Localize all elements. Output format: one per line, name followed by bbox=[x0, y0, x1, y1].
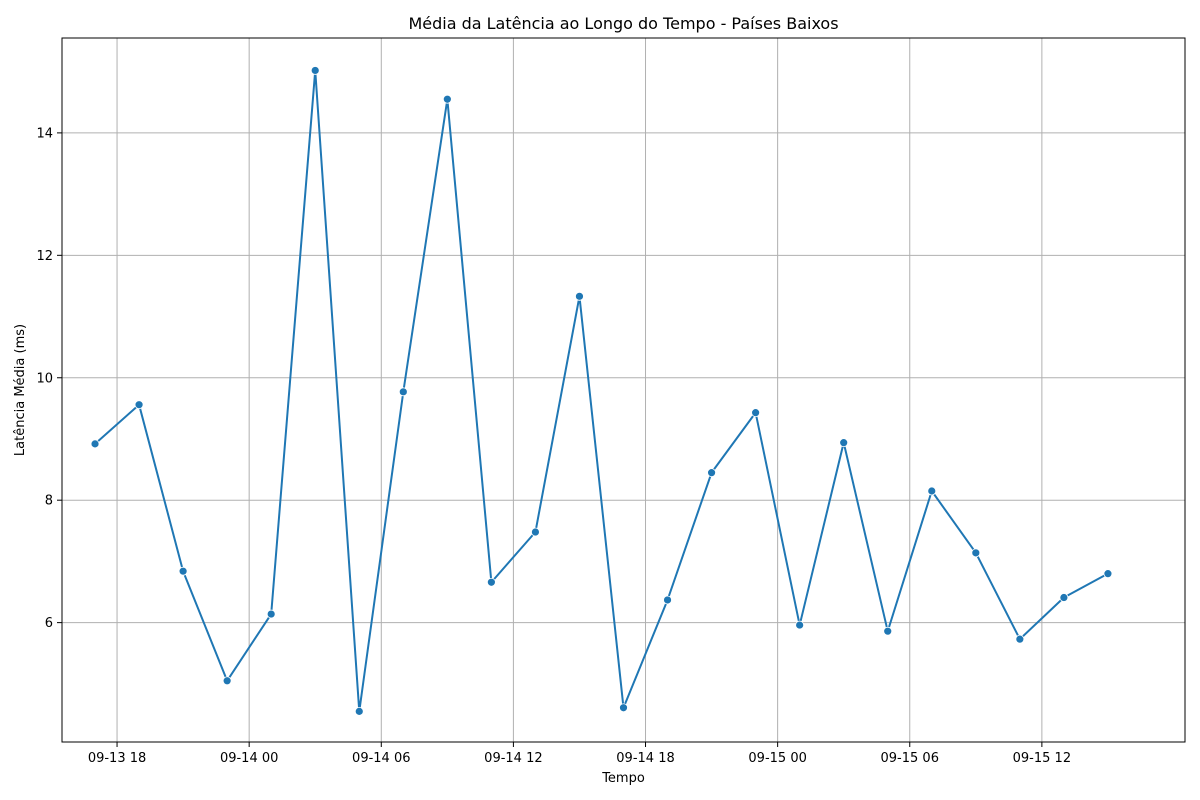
plot-area-frame bbox=[61, 37, 1186, 743]
data-point bbox=[398, 387, 408, 397]
data-point bbox=[663, 595, 672, 605]
y-axis: 6 8 10 12 14 bbox=[36, 126, 62, 631]
x-tick-label: 09-15 00 bbox=[748, 751, 806, 766]
x-tick-label: 09-15 06 bbox=[881, 751, 939, 766]
data-point bbox=[927, 486, 937, 496]
data-point bbox=[1103, 569, 1113, 579]
data-point bbox=[134, 400, 144, 410]
x-tick-label: 09-13 18 bbox=[88, 751, 146, 766]
y-tick-label: 12 bbox=[36, 249, 53, 264]
series-line bbox=[94, 69, 1109, 713]
y-axis-title: Latência Média (ms) bbox=[13, 324, 28, 456]
data-point bbox=[486, 577, 496, 587]
data-point bbox=[442, 94, 452, 104]
data-point bbox=[90, 439, 100, 449]
data-point bbox=[619, 703, 628, 713]
data-point bbox=[839, 438, 849, 448]
grid bbox=[62, 38, 1185, 742]
data-point bbox=[751, 408, 761, 418]
x-axis: 09-13 18 09-14 00 09-14 06 09-14 12 09-14 18… bbox=[88, 742, 1071, 766]
y-tick-label: 6 bbox=[45, 616, 53, 631]
data-point bbox=[575, 291, 584, 301]
data-point bbox=[971, 548, 981, 558]
data-point bbox=[222, 676, 232, 686]
x-axis-title: Tempo bbox=[601, 771, 645, 786]
chart-title: Média da Latência ao Longo do Tempo - Pa… bbox=[408, 14, 838, 33]
x-tick-label: 09-15 12 bbox=[1013, 751, 1071, 766]
data-point bbox=[531, 527, 540, 537]
x-tick-label: 09-14 06 bbox=[352, 751, 410, 766]
x-tick-label: 09-14 00 bbox=[220, 751, 278, 766]
data-point bbox=[354, 706, 364, 716]
series-layer bbox=[90, 66, 1113, 716]
data-point bbox=[310, 66, 320, 75]
x-tick-label: 09-14 12 bbox=[484, 751, 542, 766]
x-tick-label: 09-14 18 bbox=[616, 751, 674, 766]
data-point bbox=[178, 566, 188, 576]
y-tick-label: 14 bbox=[36, 126, 53, 141]
y-tick-label: 10 bbox=[36, 371, 53, 386]
y-tick-label: 8 bbox=[45, 494, 53, 509]
data-point bbox=[266, 609, 276, 619]
data-point bbox=[883, 626, 893, 636]
data-point bbox=[1015, 634, 1025, 644]
data-point bbox=[707, 468, 716, 478]
data-point bbox=[1059, 593, 1069, 602]
data-point bbox=[795, 620, 805, 630]
